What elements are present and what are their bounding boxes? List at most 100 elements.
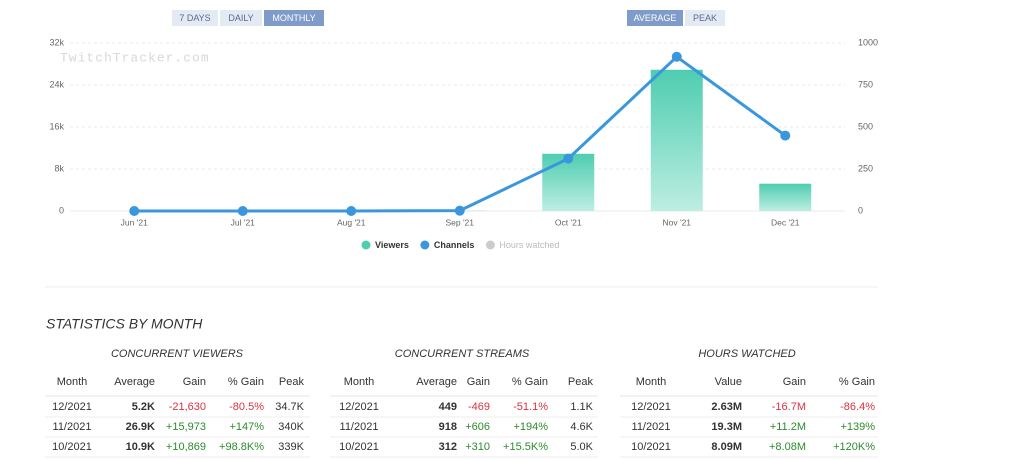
button[interactable] [172,10,218,26]
table-cell: 10/2021 [339,441,379,453]
column-header: % Gain [228,376,264,388]
column-header: Average [416,376,457,388]
x-tick-label: Jul '21 [231,217,256,227]
column-header: Gain [183,376,206,388]
column-header: Gain [467,376,490,388]
table-cell: +15.5K% [503,441,548,453]
point [346,206,357,216]
x-tick-label: Aug '21 [337,217,366,227]
button-label[interactable]: AVERAGE [634,13,677,23]
column-header: Month [344,376,375,388]
table-cell: +194% [513,421,548,433]
button[interactable] [627,10,683,26]
table-cell: 312 [439,441,457,453]
table-cell: 4.6K [570,421,593,433]
table-cell: 10.9K [126,441,155,453]
y2-tick-label: 1000 [858,37,878,47]
watermark: TwitchTracker.com [60,50,210,65]
table-cell: +15,973 [166,421,206,433]
legend-marker[interactable] [485,240,495,250]
legend-label[interactable]: Hours watched [499,240,559,250]
y2-tick-label: 0 [858,205,863,215]
x-tick-label: Sep '21 [445,217,474,227]
table-cell: 10/2021 [631,441,671,453]
button-label[interactable]: PEAK [693,13,717,23]
y-tick-label: 24k [49,79,64,89]
y-tick-label: 8k [54,163,64,173]
x-tick-label: Oct '21 [555,217,582,227]
table-cell: +98.8K% [219,441,264,453]
button-label[interactable]: MONTHLY [272,13,315,23]
table-title: HOURS WATCHED [698,348,795,360]
table-cell: 12/2021 [52,401,92,413]
table-cell: +310 [465,441,490,453]
table-cell: 12/2021 [339,401,379,413]
column-header: % Gain [512,376,548,388]
table-cell: 11/2021 [53,421,92,433]
table-cell: +8.08M [769,441,806,453]
column-header: Peak [568,376,594,388]
bar [650,69,703,212]
column-header: Peak [279,376,305,388]
table-cell: -21,630 [169,401,206,413]
table-cell: 11/2021 [340,421,379,433]
point [129,206,140,216]
x-tick-label: Jun '21 [121,217,148,227]
button[interactable] [264,10,324,26]
button-label[interactable]: DAILY [228,13,253,23]
button[interactable] [685,10,725,26]
point [671,51,682,62]
table-cell: +139% [840,421,875,433]
legend-marker[interactable] [361,240,371,250]
y2-tick-label: 750 [858,79,873,89]
legend-label[interactable]: Channels [434,240,475,250]
table-cell: 26.9K [126,421,155,433]
column-header: Average [114,376,155,388]
table-cell: +11.2M [770,421,806,433]
legend-marker[interactable] [420,240,430,250]
table-cell: 11/2021 [632,421,671,433]
table-cell: 340K [278,421,304,433]
table-cell: 8.09M [711,441,742,453]
point [563,153,574,164]
bar [759,183,812,211]
table-cell: 918 [439,421,457,433]
table-cell: 2.63M [711,401,742,413]
y2-tick-label: 500 [858,121,873,131]
point [237,206,248,216]
table-title: CONCURRENT STREAMS [395,348,530,360]
column-header: Value [715,376,742,388]
column-header: Gain [783,376,806,388]
point [780,130,791,141]
table-title: CONCURRENT VIEWERS [111,348,244,360]
table-cell: 449 [439,401,457,413]
y2-tick-label: 250 [858,163,873,173]
button[interactable] [220,10,262,26]
y-tick-label: 16k [49,121,64,131]
table-cell: 10/2021 [52,441,92,453]
table-cell: -51.1% [513,401,548,413]
legend-label[interactable]: Viewers [375,240,409,250]
table-cell: -80.5% [229,401,264,413]
table-cell: -16.7M [772,401,806,413]
table-cell: -469 [468,401,490,413]
table-cell: +120K% [833,441,875,453]
table-cell: 34.7K [275,401,304,413]
y-tick-label: 32k [49,37,64,47]
table-cell: 339K [278,441,304,453]
button-label[interactable]: 7 DAYS [179,13,210,23]
table-cell: +10,869 [166,441,206,453]
table-cell: +606 [465,421,490,433]
table-cell: 1.1K [570,401,593,413]
table-cell: 19.3M [711,421,742,433]
column-header: Month [57,376,88,388]
x-tick-label: Nov '21 [662,217,691,227]
table-cell: 5.2K [132,401,155,413]
column-header: % Gain [839,376,875,388]
section-title: STATISTICS BY MONTH [46,316,203,332]
point [454,205,465,216]
table-cell: 5.0K [570,441,593,453]
y-tick-label: 0 [59,205,64,215]
table-cell: 12/2021 [631,401,671,413]
